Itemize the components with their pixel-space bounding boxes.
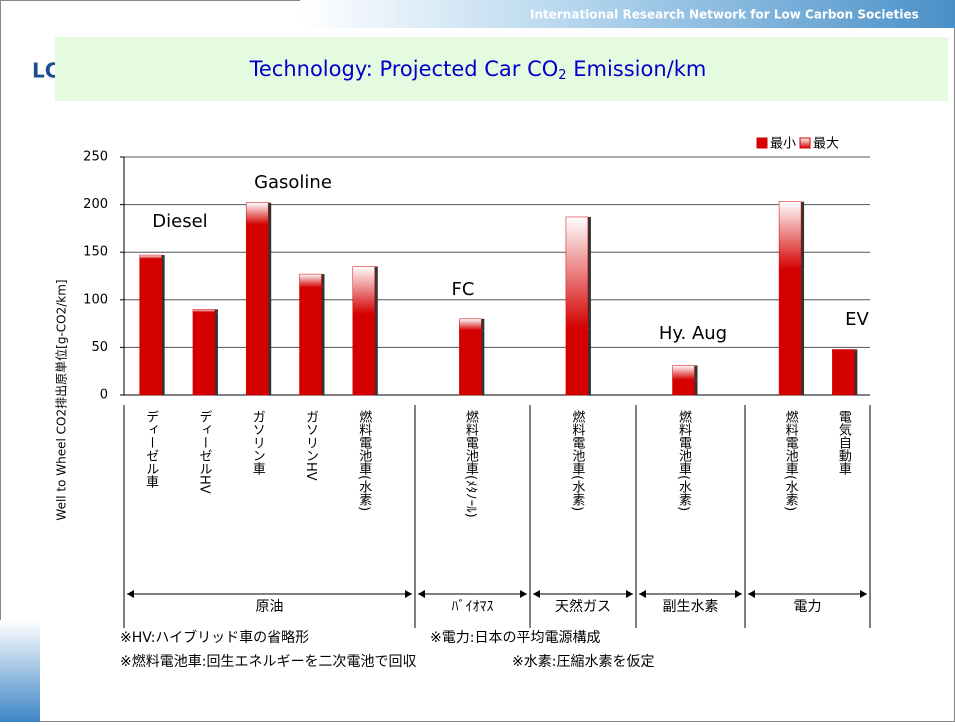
- logo: LC: [32, 59, 59, 83]
- chart-title: Technology: Projected Car CO2 Emission/k…: [249, 57, 707, 83]
- legend-swatch: [756, 137, 768, 149]
- bar-segment: [352, 313, 376, 396]
- y-tick-label: 0: [100, 388, 108, 403]
- y-tick-label: 200: [83, 197, 108, 212]
- title-part: Emission/km: [567, 57, 707, 81]
- group-label: 電力: [794, 599, 822, 615]
- footnote: ※電力:日本の平均電源構成: [430, 630, 600, 646]
- x-tick-label: 燃料電池車(水素): [783, 409, 799, 511]
- y-tick-label: 100: [83, 292, 108, 307]
- title-box: [55, 37, 948, 101]
- x-tick-label: ディーゼルHV: [196, 410, 212, 494]
- y-axis-label: Well to Wheel CO2排出原単位[g-CO2/km]: [54, 279, 69, 520]
- annotation: EV: [845, 309, 869, 330]
- group-label: 副生水素: [663, 599, 719, 615]
- title-sub: 2: [558, 68, 566, 83]
- group-label: ﾊﾞｲｵﾏｽ: [452, 599, 494, 615]
- annotation: Diesel: [152, 211, 207, 232]
- side-band: [0, 620, 40, 722]
- x-tick-label: ガソリン車: [250, 410, 266, 475]
- legend-label: 最大: [813, 137, 839, 152]
- group-label: 天然ガス: [555, 598, 611, 615]
- annotation: Hy. Aug: [659, 323, 727, 344]
- footnote: ※HV:ハイブリッド車の省略形: [120, 629, 309, 646]
- x-tick-label: ガソリンHV: [303, 410, 318, 481]
- x-tick-label: 燃料電池車(水素): [676, 409, 692, 511]
- title-part: Technology: Projected Car CO: [249, 57, 559, 81]
- bar-segment: [139, 254, 162, 260]
- legend-swatch: [799, 137, 811, 149]
- header-text: International Research Network for Low C…: [530, 8, 919, 22]
- bar-segment: [299, 287, 322, 396]
- bar-segment: [832, 350, 855, 396]
- x-tick-label: 燃料電池車(水素): [356, 409, 372, 511]
- legend-label: 最小: [770, 137, 796, 152]
- bar-segment: [352, 266, 376, 315]
- x-tick-label: 燃料電池車(ﾒﾀﾉｰﾙ): [463, 409, 479, 517]
- group-label: 原油: [256, 599, 284, 615]
- bar-segment: [192, 311, 216, 396]
- bar-segment: [778, 201, 802, 270]
- bar-segment: [672, 379, 695, 396]
- bar-segment: [245, 224, 269, 396]
- bar-segment: [672, 365, 695, 381]
- bar-segment: [778, 269, 802, 396]
- bar-segment: [459, 318, 482, 331]
- bar-segment: [459, 330, 482, 396]
- bar-segment: [245, 202, 269, 225]
- bar-segment: [565, 216, 589, 329]
- footnote: ※燃料電池車:回生エネルギーを二次電池で回収: [120, 653, 416, 670]
- bar-segment: [299, 273, 322, 288]
- bar-segment: [565, 328, 589, 396]
- footnote: ※水素:圧縮水素を仮定: [512, 654, 654, 670]
- annotation: Gasoline: [254, 172, 332, 193]
- x-tick-label: 電気自動車: [836, 410, 852, 475]
- header-band: [300, 0, 955, 28]
- bar-segment: [192, 309, 216, 313]
- bar-segment: [139, 258, 162, 396]
- y-tick-label: 150: [83, 245, 108, 260]
- x-tick-label: 燃料電池車(水素): [569, 409, 585, 511]
- bar-segment: [832, 349, 855, 351]
- y-tick-label: 250: [83, 150, 108, 165]
- y-tick-label: 50: [91, 340, 108, 355]
- x-tick-label: ディーゼル車: [143, 410, 159, 488]
- annotation: FC: [452, 279, 475, 300]
